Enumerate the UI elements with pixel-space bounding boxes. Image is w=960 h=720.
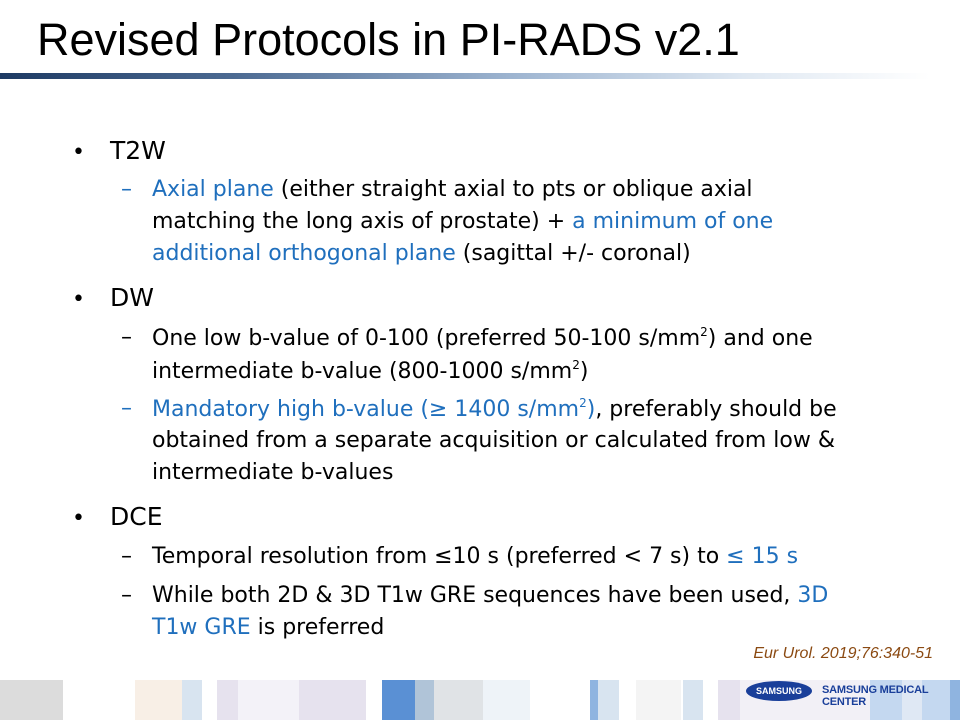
logo-text: SAMSUNG xyxy=(755,686,802,696)
highlight-text: Axial plane xyxy=(152,177,274,202)
highlight-text: ) xyxy=(586,397,596,422)
t2w-item-line: additional orthogonal plane (sagittal +/… xyxy=(152,241,691,266)
dce-item-line: T1w GRE is preferred xyxy=(152,615,384,640)
text: While both 2D & 3D T1w GRE sequences hav… xyxy=(152,583,798,608)
bullet: • xyxy=(72,140,85,165)
section-heading-dw: DW xyxy=(110,283,154,312)
dw-item-line: Mandatory high b-value (≥ 1400 s/mm2), p… xyxy=(152,396,837,422)
section-heading-dce: DCE xyxy=(110,502,163,531)
text: , preferably should be xyxy=(595,397,837,422)
section-heading-t2w: T2W xyxy=(110,136,166,165)
dash: – xyxy=(121,583,132,608)
t2w-item-line: Axial plane (either straight axial to pt… xyxy=(152,177,753,202)
text: ) and one xyxy=(707,326,813,351)
bullet: • xyxy=(72,287,85,312)
t2w-item-line: matching the long axis of prostate) + a … xyxy=(152,209,773,234)
citation: Eur Urol. 2019;76:340-51 xyxy=(753,645,933,662)
superscript: 2 xyxy=(572,358,580,372)
text: ) xyxy=(579,359,589,384)
dash: – xyxy=(121,177,132,202)
dash: – xyxy=(121,396,132,421)
superscript: 2 xyxy=(579,396,587,410)
dash: – xyxy=(121,325,132,350)
highlight-text: Mandatory high b-value (≥ 1400 s/mm xyxy=(152,397,580,422)
text: One low b-value of 0-100 (preferred 50-1… xyxy=(152,326,701,351)
superscript: 2 xyxy=(700,325,708,339)
dce-item-line: While both 2D & 3D T1w GRE sequences hav… xyxy=(152,583,828,608)
text: Temporal resolution from ≤10 s (preferre… xyxy=(152,544,727,569)
highlight-text: ≤ 15 s xyxy=(726,544,799,569)
organization-name: SAMSUNG MEDICAL CENTER xyxy=(822,684,929,708)
title-underline xyxy=(0,73,930,79)
highlight-text: 3D xyxy=(797,583,829,608)
samsung-logo: SAMSUNG xyxy=(746,681,812,701)
highlight-text: a minimum of one xyxy=(572,209,774,234)
highlight-text: T1w GRE xyxy=(152,615,251,640)
dw-item-line: obtained from a separate acquisition or … xyxy=(152,428,836,453)
highlight-text: additional orthogonal plane xyxy=(152,241,456,266)
slide-title: Revised Protocols in PI-RADS v2.1 xyxy=(37,14,740,65)
dw-item-line: intermediate b-value (800-1000 s/mm2) xyxy=(152,358,588,384)
bullet: • xyxy=(72,506,85,531)
dash: – xyxy=(121,544,132,569)
dw-item-line: intermediate b-values xyxy=(152,460,394,485)
text: is preferred xyxy=(250,615,385,640)
text: matching the long axis of prostate) + xyxy=(152,209,573,234)
footer-color-strip xyxy=(0,680,960,720)
dw-item-line: One low b-value of 0-100 (preferred 50-1… xyxy=(152,325,813,351)
text: intermediate b-value (800-1000 s/mm xyxy=(152,359,573,384)
text: (sagittal +/- coronal) xyxy=(455,241,691,266)
text: (either straight axial to pts or oblique… xyxy=(273,177,753,202)
dce-item-line: Temporal resolution from ≤10 s (preferre… xyxy=(152,544,798,569)
